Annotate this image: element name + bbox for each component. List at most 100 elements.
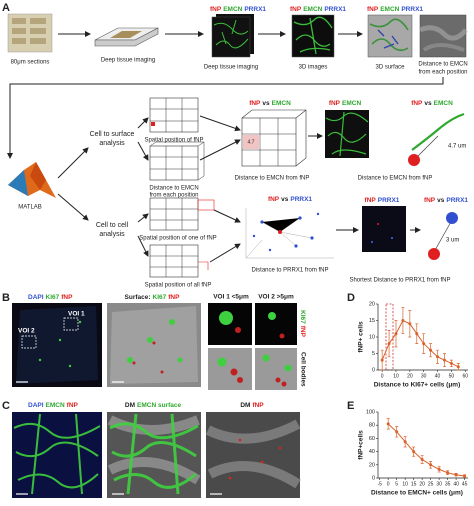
x-tick-label: 10: [393, 373, 399, 379]
word: DM: [240, 402, 250, 409]
fnp-image: [205, 412, 301, 498]
x-tick-label: 60: [462, 373, 468, 379]
caption: Spatial position of fNP: [144, 138, 203, 144]
distance-diagram: [408, 112, 465, 166]
connector-arrow: [7, 77, 444, 159]
channel: EMCN: [380, 6, 399, 13]
panel-label: B: [2, 292, 10, 304]
caption: 3D surface: [375, 65, 405, 71]
arrow: [209, 243, 241, 263]
data-point: [387, 342, 391, 346]
channel: EMCN: [434, 100, 453, 107]
channel: fNP: [268, 196, 280, 203]
caption: Distance to EMCN from fNP: [235, 176, 310, 182]
matlab-logo: [8, 162, 56, 198]
y-tick-label: 10: [369, 334, 375, 340]
panel-label: E: [347, 400, 354, 412]
arrow: [199, 139, 241, 161]
x-tick-label: 25: [428, 481, 434, 487]
caption: Shortest Distance to PRRX1 from fNP: [349, 278, 450, 284]
voi-label: VOI 1: [68, 311, 85, 318]
caption: 3D images: [299, 65, 328, 71]
panel-label: A: [2, 2, 10, 14]
x-tick-label: 35: [445, 481, 451, 487]
data-point: [454, 473, 458, 477]
data-point: [412, 450, 416, 454]
distance-grid: [149, 141, 205, 181]
surface-image: [367, 14, 413, 58]
cube-value: 4.7: [248, 139, 255, 145]
x-tick-label: 20: [419, 481, 425, 487]
data-point: [429, 348, 433, 352]
highlight-box: [385, 303, 394, 371]
channel-header: fNP EMCN PRRX1: [367, 6, 423, 13]
channel: DAPI: [28, 402, 44, 409]
data-point: [436, 355, 440, 359]
data-point: [456, 365, 460, 369]
analysis-title: analysis: [99, 140, 125, 147]
channel: fNP: [299, 326, 306, 338]
word: DM: [125, 402, 135, 409]
arrow: [57, 193, 89, 221]
y-tick-label: 80: [369, 423, 375, 429]
data-point: [463, 474, 467, 478]
x-tick-label: 40: [435, 373, 441, 379]
x-tick-label: 0: [381, 373, 384, 379]
y-tick-label: 20: [369, 462, 375, 468]
arrow: [213, 209, 241, 223]
distance-diagram: [428, 212, 458, 260]
y-axis-label: fNP+ cells: [358, 321, 365, 353]
sections-image: [7, 13, 53, 53]
channel: KI67: [153, 294, 167, 301]
data-point: [437, 467, 441, 471]
panel-label: D: [347, 292, 355, 304]
comparison-header: fNP vs PRRX1: [424, 197, 468, 204]
zoom-title: VOI 1 <5μm: [213, 294, 249, 301]
voi-label: VOI 2: [18, 328, 35, 335]
y-tick-label: 15: [369, 318, 375, 324]
3d-image: [291, 14, 335, 58]
data-point: [386, 422, 390, 426]
zoom-images: [208, 303, 297, 390]
arrow: [137, 213, 149, 223]
arrow: [199, 115, 241, 132]
word: vs: [262, 100, 270, 107]
caption: Spatial position of one of fNP: [139, 236, 216, 242]
data-point: [429, 463, 433, 467]
channel: fNP: [61, 294, 73, 301]
ki67-image: [12, 303, 102, 387]
x-tick-label: 40: [453, 481, 459, 487]
y-axis-label: fNP+cells: [358, 430, 365, 460]
data-point: [394, 332, 398, 336]
panel-label: C: [2, 400, 10, 412]
data-point: [415, 332, 419, 336]
caption: from each position: [418, 70, 467, 76]
channel: fNP: [367, 6, 379, 13]
channel: EMCN: [46, 402, 65, 409]
caption: 80μm sections: [11, 60, 50, 66]
channel: EMCN: [303, 6, 322, 13]
emcn-image: [12, 412, 102, 498]
comparison-header: fNP vs EMCN: [411, 100, 453, 107]
channel: fNP: [411, 100, 423, 107]
analysis-title: Cell to cell: [96, 222, 129, 229]
caption: Spatial position of all fNP: [145, 283, 212, 289]
distance-label: 3 um: [446, 238, 459, 244]
x-tick-label: 45: [462, 481, 468, 487]
arrow: [137, 141, 149, 161]
prrx1-image: [362, 206, 406, 252]
channel: fNP: [365, 197, 377, 204]
emcn-surface-image: [107, 412, 201, 498]
side-label: KI67 fNP: [299, 310, 306, 338]
channel: PRRX1: [244, 6, 266, 13]
data-point: [442, 358, 446, 362]
channel: fNP: [252, 402, 264, 409]
channel: EMCN: [223, 6, 242, 13]
x-tick-label: 30: [436, 481, 442, 487]
channel-header: DM fNP: [240, 402, 264, 409]
caption: Deep tissue imaging: [204, 65, 258, 71]
channel-header: fNP EMCN: [329, 100, 362, 107]
analysis-title: Cell to surface: [90, 131, 135, 138]
channel: PRRX1: [446, 197, 468, 204]
comparison-header: fNP vs EMCN: [249, 100, 291, 107]
